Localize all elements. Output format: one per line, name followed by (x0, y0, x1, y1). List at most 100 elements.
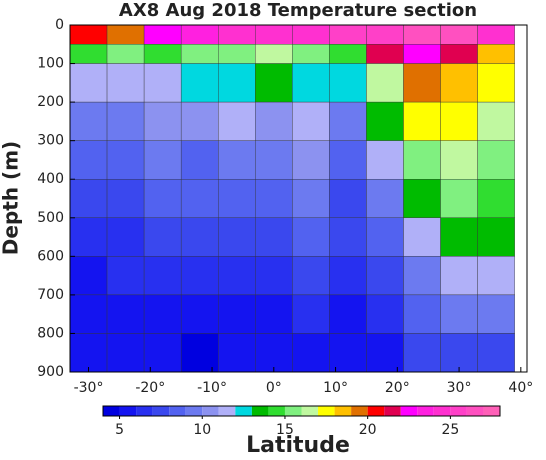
contour-cell (255, 294, 293, 334)
contour-cell (440, 140, 478, 180)
contour-cell (218, 140, 256, 180)
contour-cell (403, 217, 441, 257)
colorbar-tick-label: 20 (359, 422, 377, 438)
contour-cell (143, 140, 182, 180)
y-tick-label: 600 (37, 248, 64, 264)
colorbar-segment (169, 406, 186, 416)
contour-cell (292, 256, 330, 296)
colorbar-segment (384, 406, 401, 416)
contour-cell (292, 179, 330, 218)
contour-cell (255, 101, 293, 141)
contour-cell (106, 333, 145, 373)
y-tick-label: 800 (37, 325, 64, 341)
x-tick-label: 20° (385, 380, 410, 396)
contour-cell (255, 217, 293, 257)
contour-cell (106, 101, 145, 141)
y-tick-label: 100 (37, 56, 64, 72)
contour-cell (143, 101, 182, 141)
y-tick-label: 300 (37, 133, 64, 149)
contour-cell (218, 217, 256, 257)
contour-cell (440, 24, 478, 45)
contour-cell (106, 294, 145, 334)
contour-cell (69, 140, 108, 180)
colorbar-segment (450, 406, 467, 416)
contour-cell (180, 217, 219, 257)
contour-cell (292, 24, 330, 45)
contour-cell (477, 101, 515, 141)
contour-cell (366, 179, 404, 218)
colorbar-tick-label: 5 (115, 422, 124, 438)
contour-cell (329, 44, 367, 64)
contour-cell (477, 179, 515, 218)
colorbar-segment (268, 406, 285, 416)
contour-cell (69, 24, 108, 45)
chart-title: AX8 Aug 2018 Temperature section (119, 0, 477, 21)
contour-cell (440, 294, 478, 334)
contour-cell (180, 179, 219, 218)
y-tick-label: 400 (37, 171, 64, 187)
contour-cell (477, 24, 515, 45)
contour-cell (143, 333, 182, 373)
colorbar-tick-label: 15 (276, 422, 294, 438)
contour-cell (218, 179, 256, 218)
plot-frame (69, 24, 528, 373)
contour-cell (477, 294, 515, 334)
contour-cell (180, 101, 219, 141)
contour-cell (366, 256, 404, 296)
contour-cell (180, 256, 219, 296)
contour-cell (440, 44, 478, 64)
contour-cell (477, 63, 515, 103)
contour-cell (329, 101, 367, 141)
contour-cell (440, 256, 478, 296)
contour-cell (292, 333, 330, 373)
colorbar-tick-label: 10 (193, 422, 211, 438)
contour-cell (180, 63, 219, 103)
contour-cell (329, 140, 367, 180)
contour-cell (218, 24, 256, 45)
contour-cell (69, 256, 108, 296)
contour-cell (366, 333, 404, 373)
contour-cell (292, 63, 330, 103)
contour-cell (366, 63, 404, 103)
contour-cell (440, 63, 478, 103)
contour-cell (69, 63, 108, 103)
contour-cell (440, 333, 478, 373)
contour-cell (106, 44, 145, 64)
contour-cell (255, 179, 293, 218)
contour-cell (143, 256, 182, 296)
contour-cell (143, 63, 182, 103)
colorbar-segment (284, 406, 302, 416)
colorbar-segment (466, 406, 484, 416)
y-tick-label: 500 (37, 210, 64, 226)
contour-cell (180, 44, 219, 64)
contour-cell (143, 294, 182, 334)
contour-cell (69, 179, 108, 218)
colorbar-segment (351, 406, 368, 416)
contour-cell (255, 44, 293, 64)
colorbar-segment (119, 406, 137, 416)
contour-cell (218, 44, 256, 64)
contour-cell (366, 101, 404, 141)
contour-cell (366, 44, 404, 64)
x-tick-label: 10° (323, 380, 348, 396)
colorbar-segment (103, 406, 120, 416)
colorbar-segment (202, 406, 219, 416)
colorbar-tick-label: 25 (441, 422, 459, 438)
colorbar-segment (301, 406, 319, 416)
contour-cell (366, 24, 404, 45)
contour-cell (403, 294, 441, 334)
contour-cell (292, 44, 330, 64)
colorbar-segment (318, 406, 335, 416)
contour-cell (366, 294, 404, 334)
contour-cell (403, 333, 441, 373)
contour-cell (255, 24, 293, 45)
contour-cell (106, 256, 145, 296)
colorbar-segment (367, 406, 385, 416)
contour-cell (218, 63, 256, 103)
contour-cell (69, 101, 108, 141)
contour-cell (143, 179, 182, 218)
contour-cell (180, 333, 219, 373)
colorbar-frame (102, 405, 501, 417)
contour-cell (69, 44, 108, 64)
y-tick-label: 0 (55, 17, 64, 33)
